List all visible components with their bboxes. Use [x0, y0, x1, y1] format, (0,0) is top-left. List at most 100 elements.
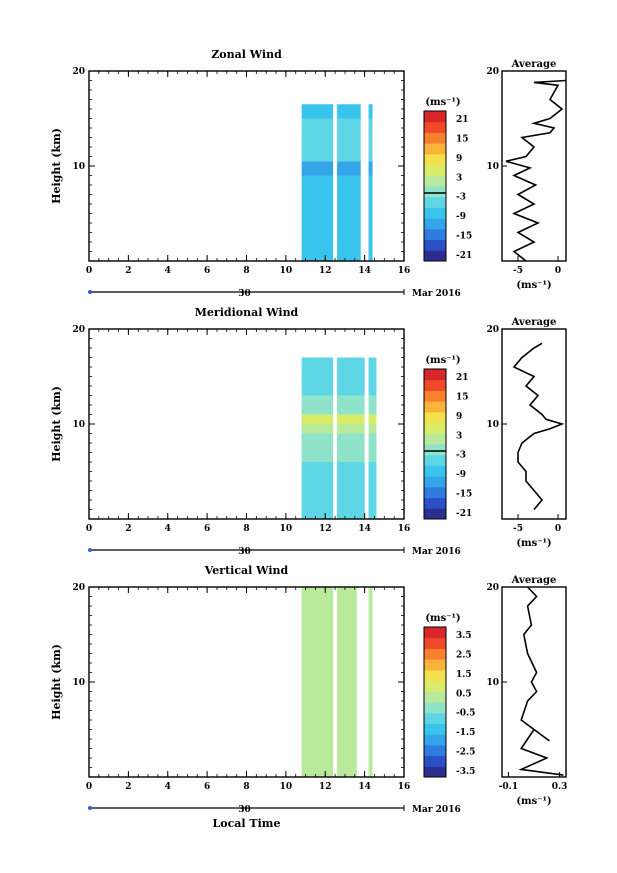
colorbar-segment: [424, 401, 446, 413]
colorbar-label: 9: [456, 412, 462, 422]
colorbar-segment: [424, 497, 446, 509]
average-y-tick-label: 20: [486, 67, 499, 77]
y-tick-label: 20: [72, 583, 85, 593]
colorbar-label: 1.5: [456, 670, 472, 680]
colorbar-label: -9: [456, 212, 466, 222]
average-title: Average: [511, 317, 557, 328]
heatmap-cell: [337, 682, 357, 730]
x-tick-label: 8: [243, 524, 249, 534]
average-frame: [501, 586, 567, 778]
heatmap-cell: [337, 433, 365, 462]
heatmap-cell: [337, 161, 361, 176]
average-title: Average: [511, 59, 557, 70]
colorbar-segment: [424, 422, 446, 434]
x-tick-label: 4: [165, 782, 171, 792]
colorbar-frame: [423, 368, 447, 520]
x-tick-label: 10: [280, 782, 293, 792]
colorbar-segment: [424, 744, 446, 757]
colorbar-segment: [424, 218, 446, 230]
colorbar-segment: [424, 712, 446, 724]
colorbar-label: 9: [456, 154, 462, 164]
colorbar-segment: [424, 111, 446, 123]
heatmap-cells: [301, 357, 377, 519]
heatmap-cell: [301, 433, 334, 462]
heatmap-cell: [301, 587, 334, 635]
colorbar-segment: [424, 379, 446, 391]
average-x-tick-label: 0: [555, 524, 561, 534]
average-x-tick-label: -0.1: [499, 782, 518, 792]
date-axis-marker: [88, 290, 92, 294]
heatmap-cell: [301, 414, 334, 424]
colorbar-segment: [424, 433, 446, 445]
heatmap-cell: [337, 634, 357, 682]
colorbar-label: -0.5: [456, 709, 475, 719]
colorbar-segment: [424, 755, 446, 767]
heatmap-cell: [337, 587, 357, 635]
colorbar-segment: [424, 669, 446, 682]
heatmap-cell: [301, 462, 334, 491]
colorbar-label: -1.5: [456, 728, 475, 738]
heatmap-cell: [301, 357, 334, 377]
colorbar-segment: [424, 627, 446, 639]
colorbar-label: -15: [456, 490, 472, 500]
heatmap-cell: [337, 490, 365, 519]
heatmap-cell: [337, 462, 365, 491]
colorbar-label: -21: [456, 251, 472, 261]
heatmap-cell: [337, 424, 365, 434]
x-tick-label: 10: [280, 266, 293, 276]
heatmap-cell: [301, 490, 334, 519]
colorbar-frame: [423, 626, 447, 778]
heatmap-cell: [368, 175, 373, 204]
colorbar-segment: [424, 153, 446, 166]
date-day-label: 30: [238, 547, 251, 557]
y-axis-label: Height (km): [50, 128, 63, 204]
colorbar-label: -3: [456, 451, 466, 461]
colorbar-segment: [424, 239, 446, 251]
heatmap-cell: [301, 395, 334, 415]
x-tick-label: 14: [358, 524, 371, 534]
colorbar-segment: [424, 454, 446, 466]
heatmap-cell: [337, 104, 361, 119]
x-tick-label: 12: [319, 524, 332, 534]
x-tick-label: 0: [86, 782, 92, 792]
colorbar-label: -3.5: [456, 767, 475, 777]
heatmap-cell: [301, 729, 334, 777]
heatmap-cells: [301, 587, 373, 777]
x-tick-label: 2: [125, 524, 131, 534]
colorbar-unit: (ms⁻¹): [425, 613, 460, 624]
colorbar-segment: [424, 723, 446, 735]
panel-2: Meridional Wind 0 2 4 6 8 10 12 14 16 10 20 Height (…: [50, 306, 567, 557]
x-tick-label: 2: [125, 782, 131, 792]
heatmap-cell: [368, 137, 373, 162]
colorbar-label: 15: [456, 392, 469, 402]
colorbar-label: 3.5: [456, 631, 472, 641]
average-profile-line: [518, 586, 564, 776]
heatmap-cell: [301, 682, 334, 730]
colorbar-label: 3: [456, 173, 462, 183]
heatmap-cell: [301, 634, 334, 682]
x-tick-label: 4: [165, 524, 171, 534]
colorbar-segment: [424, 164, 446, 176]
average-frame: [501, 70, 567, 262]
heatmap-cell: [368, 414, 377, 424]
heatmap-cell: [368, 395, 377, 415]
colorbar-label: -3: [456, 193, 466, 203]
x-tick-label: 14: [358, 266, 371, 276]
average-unit: (ms⁻¹): [516, 796, 551, 807]
heatmap-cell: [337, 729, 357, 777]
heatmap-cell: [301, 376, 334, 396]
colorbar-segment: [424, 659, 446, 671]
colorbar-label: 15: [456, 134, 469, 144]
average-profile-line: [512, 342, 565, 511]
average-y-tick-label: 10: [486, 420, 499, 430]
average-y-tick-label: 10: [486, 162, 499, 172]
colorbar-label: -21: [456, 509, 472, 519]
x-tick-label: 6: [204, 782, 210, 792]
colorbar-label: -15: [456, 232, 472, 242]
y-axis-label: Height (km): [50, 386, 63, 462]
colorbar-label: 0.5: [456, 689, 472, 699]
average-x-tick-label: 0.3: [552, 782, 568, 792]
heatmap-cell: [301, 137, 334, 162]
